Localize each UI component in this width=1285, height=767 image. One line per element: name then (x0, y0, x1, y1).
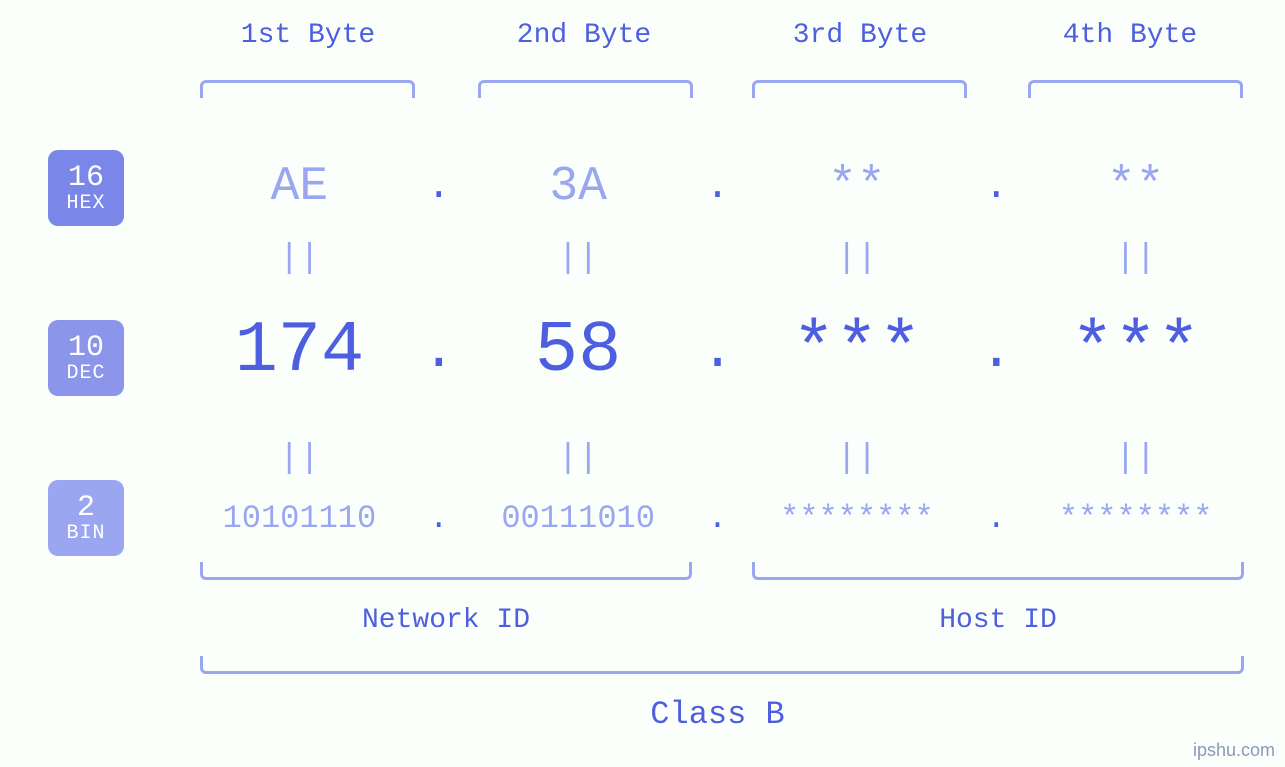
eq-2-4: || (1016, 440, 1255, 478)
badge-bin-abbr: BIN (66, 523, 105, 545)
eq-row-2: || || || || (180, 440, 1255, 478)
label-network: Network ID (200, 605, 692, 636)
badge-hex: 16 HEX (48, 150, 124, 226)
dec-dot-3: . (976, 319, 1016, 383)
eq-2-3: || (738, 440, 977, 478)
dec-byte-1: 174 (180, 310, 419, 392)
dec-byte-2: 58 (459, 310, 698, 392)
row-bin: 10101110 . 00111010 . ******** . *******… (180, 500, 1255, 537)
badge-hex-abbr: HEX (66, 193, 105, 215)
hex-byte-3: ** (738, 160, 977, 214)
dec-byte-4: *** (1016, 310, 1255, 392)
row-hex: AE . 3A . ** . ** (180, 160, 1255, 214)
dec-byte-3: *** (738, 310, 977, 392)
badge-dec-abbr: DEC (66, 363, 105, 385)
bin-byte-3: ******** (738, 500, 977, 537)
bin-dot-1: . (419, 500, 459, 537)
byte-header-1: 1st Byte (178, 20, 438, 51)
eq-row-1: || || || || (180, 240, 1255, 278)
top-bracket-2 (478, 80, 693, 98)
bracket-host (752, 562, 1244, 580)
bin-dot-2: . (698, 500, 738, 537)
hex-byte-2: 3A (459, 160, 698, 214)
eq-1-1: || (180, 240, 419, 278)
byte-header-4: 4th Byte (1000, 20, 1260, 51)
badge-bin: 2 BIN (48, 480, 124, 556)
badge-bin-num: 2 (77, 492, 95, 525)
hex-dot-3: . (976, 165, 1016, 210)
eq-1-3: || (738, 240, 977, 278)
top-bracket-3 (752, 80, 967, 98)
eq-2-2: || (459, 440, 698, 478)
eq-1-4: || (1016, 240, 1255, 278)
eq-1-2: || (459, 240, 698, 278)
row-dec: 174 . 58 . *** . *** (180, 310, 1255, 392)
bracket-class (200, 656, 1244, 674)
badge-dec-num: 10 (68, 332, 104, 365)
bin-byte-4: ******** (1016, 500, 1255, 537)
label-host: Host ID (752, 605, 1244, 636)
dec-dot-1: . (419, 319, 459, 383)
bin-dot-3: . (976, 500, 1016, 537)
badge-hex-num: 16 (68, 162, 104, 195)
hex-dot-1: . (419, 165, 459, 210)
hex-dot-2: . (698, 165, 738, 210)
label-class: Class B (180, 696, 1255, 733)
hex-byte-1: AE (180, 160, 419, 214)
top-bracket-4 (1028, 80, 1243, 98)
attribution: ipshu.com (1193, 740, 1275, 761)
bracket-network (200, 562, 692, 580)
badge-dec: 10 DEC (48, 320, 124, 396)
byte-header-3: 3rd Byte (730, 20, 990, 51)
bin-byte-2: 00111010 (459, 500, 698, 537)
eq-2-1: || (180, 440, 419, 478)
hex-byte-4: ** (1016, 160, 1255, 214)
bin-byte-1: 10101110 (180, 500, 419, 537)
dec-dot-2: . (698, 319, 738, 383)
top-bracket-1 (200, 80, 415, 98)
byte-header-2: 2nd Byte (454, 20, 714, 51)
